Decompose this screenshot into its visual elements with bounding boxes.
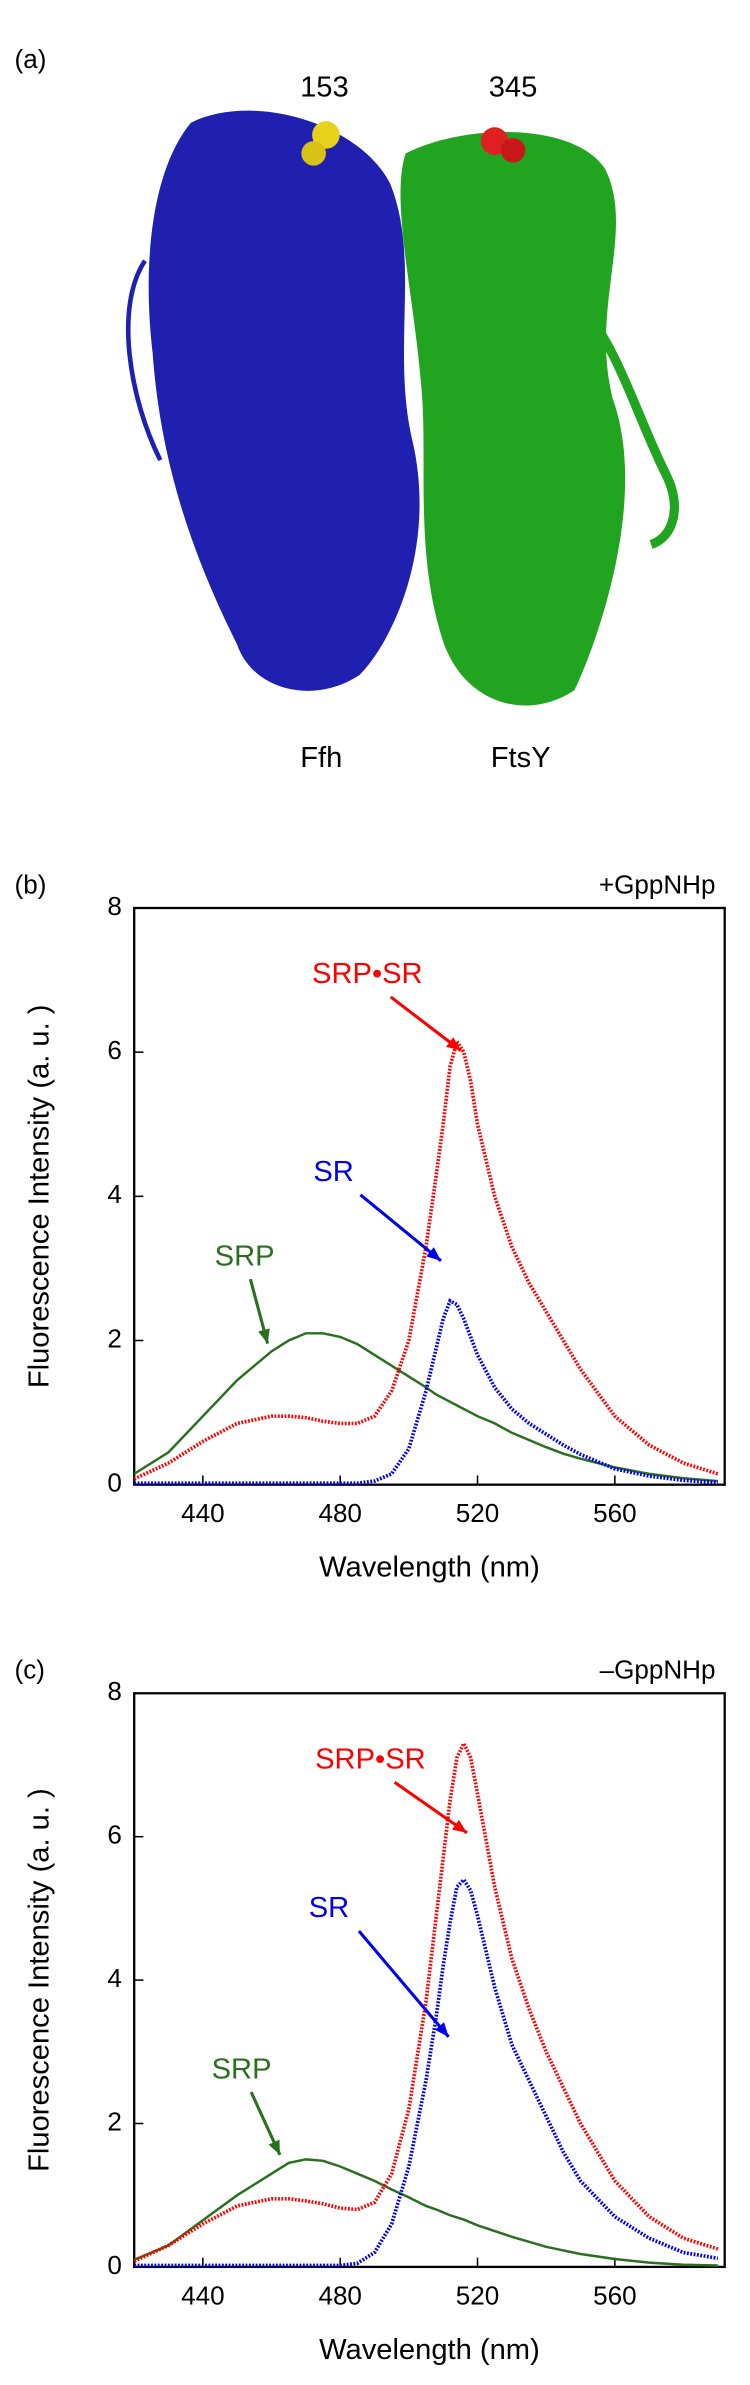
series-label: SRP•SR bbox=[315, 1743, 426, 1775]
series-line bbox=[134, 1298, 718, 1486]
series-label: SRP bbox=[215, 1240, 275, 1272]
arrow-head bbox=[452, 1819, 468, 1833]
x-tick-label: 520 bbox=[456, 1498, 499, 1528]
residue-label: 345 bbox=[489, 72, 538, 104]
protein-label: Ffh bbox=[300, 742, 342, 774]
x-tick-label: 480 bbox=[318, 2280, 361, 2310]
ftsy-helix bbox=[578, 303, 679, 549]
plot-frame bbox=[133, 906, 726, 1486]
x-tick-label: 440 bbox=[181, 1498, 224, 1528]
series-label: SR bbox=[309, 1892, 349, 1924]
y-tick-label: 2 bbox=[107, 2106, 122, 2136]
ffh-loop bbox=[125, 259, 163, 462]
series-line bbox=[134, 1876, 719, 2268]
sphere bbox=[301, 141, 326, 166]
y-tick-label: 2 bbox=[107, 1323, 122, 1353]
panel-label: (b) bbox=[15, 869, 47, 899]
y-tick-label: 8 bbox=[107, 891, 122, 921]
series-label: SRP bbox=[212, 2053, 272, 2085]
plot-frame bbox=[133, 1692, 726, 2269]
arrow-shaft bbox=[393, 1780, 468, 1835]
structure bbox=[125, 110, 679, 706]
x-axis-label: Wavelength (nm) bbox=[319, 1552, 540, 1584]
x-tick-label: 560 bbox=[593, 2280, 636, 2310]
arrow-head bbox=[268, 2139, 280, 2155]
x-tick-label: 520 bbox=[456, 2280, 499, 2310]
panel-label: (a) bbox=[15, 44, 47, 74]
x-tick-label: 440 bbox=[181, 2280, 224, 2310]
arrow-shaft bbox=[357, 1930, 450, 2038]
arrow-shaft bbox=[359, 1193, 442, 1262]
sphere bbox=[312, 121, 340, 149]
ftsy-domain bbox=[400, 131, 626, 706]
y-tick-label: 4 bbox=[107, 1179, 122, 1209]
protein-label: FtsY bbox=[491, 742, 551, 774]
x-axis-label: Wavelength (nm) bbox=[319, 2334, 540, 2366]
arrow-head bbox=[258, 1328, 270, 1344]
residue-label: 153 bbox=[300, 72, 349, 104]
arrow-head bbox=[434, 2022, 449, 2037]
arrow-head bbox=[426, 1247, 441, 1261]
series-line bbox=[133, 1332, 718, 1483]
series-line bbox=[133, 2158, 718, 2267]
x-tick-label: 480 bbox=[318, 1498, 361, 1528]
series-line bbox=[133, 1739, 719, 2263]
series-label: SRP•SR bbox=[312, 958, 423, 990]
y-tick-label: 0 bbox=[107, 2250, 122, 2280]
arrow-head bbox=[446, 1037, 461, 1051]
y-tick-label: 6 bbox=[107, 1035, 122, 1065]
x-tick-label: 560 bbox=[593, 1498, 636, 1528]
y-tick-label: 8 bbox=[107, 1676, 122, 1706]
panel-label: (c) bbox=[15, 1655, 45, 1685]
condition-label: –GppNHp bbox=[600, 1655, 716, 1685]
arrow-shaft bbox=[389, 995, 462, 1052]
condition-label: +GppNHp bbox=[599, 869, 716, 899]
series-line bbox=[133, 1036, 719, 1481]
series-label: SR bbox=[313, 1156, 353, 1188]
y-tick-label: 4 bbox=[107, 1963, 122, 1993]
ffh-domain bbox=[148, 110, 420, 691]
sphere bbox=[500, 138, 526, 163]
y-tick-label: 0 bbox=[107, 1468, 122, 1498]
y-axis-label: Fluorescence Intensity (a. u. ) bbox=[23, 1005, 55, 1389]
y-axis-label: Fluorescence Intensity (a. u. ) bbox=[23, 1788, 55, 2172]
y-tick-label: 6 bbox=[107, 1820, 122, 1850]
